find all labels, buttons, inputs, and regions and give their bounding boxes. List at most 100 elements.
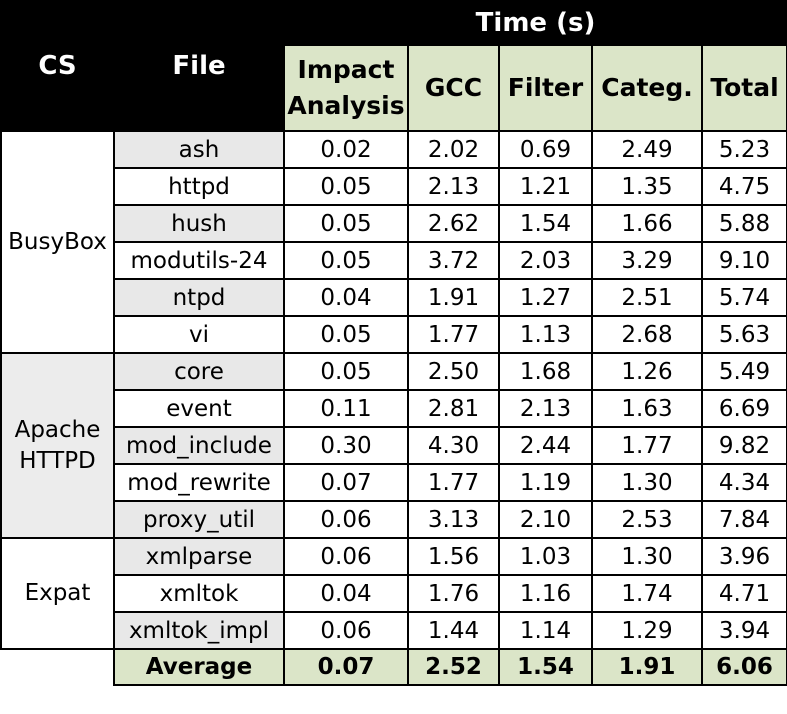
impact-cell: 0.11 [283, 389, 409, 428]
cs-group-name-line: BusyBox [8, 228, 107, 255]
total-cell: 3.96 [700, 537, 787, 576]
timing-table: CS File Time (s) Impact Analysis GCC Fil… [0, 0, 787, 686]
filter-cell: 2.13 [498, 389, 593, 428]
gcc-cell: 1.77 [407, 463, 500, 502]
impact-cell: 0.04 [283, 278, 409, 317]
filter-cell: 2.10 [498, 500, 593, 539]
file-name-cell: hush [113, 204, 285, 243]
file-name-cell: xmltok [113, 574, 285, 613]
table-row: modutils-24 0.05 3.72 2.03 3.29 9.10 [1, 241, 787, 280]
header-time: Time (s) [282, 0, 787, 46]
table-row: ntpd 0.04 1.91 1.27 2.51 5.74 [1, 278, 787, 317]
total-cell: 4.75 [700, 167, 787, 206]
header-gcc: GCC [407, 44, 500, 132]
categ-cell: 1.30 [591, 463, 703, 502]
header-categ: Categ. [591, 44, 703, 132]
filter-cell: 1.03 [498, 537, 593, 576]
filter-cell: 1.14 [498, 611, 593, 650]
categ-cell: 1.74 [591, 574, 703, 613]
filter-cell: 1.68 [498, 352, 593, 391]
file-name-cell: ntpd [113, 278, 285, 317]
table-row: proxy_util 0.06 3.13 2.10 2.53 7.84 [1, 500, 787, 539]
total-cell: 5.88 [700, 204, 787, 243]
gcc-cell: 2.62 [407, 204, 500, 243]
total-cell: 3.94 [700, 611, 787, 650]
categ-cell: 2.51 [591, 278, 703, 317]
total-cell: 5.23 [700, 130, 787, 169]
gcc-cell: 3.13 [407, 500, 500, 539]
impact-cell: 0.02 [283, 130, 409, 169]
total-cell: 6.69 [700, 389, 787, 428]
filter-cell: 1.27 [498, 278, 593, 317]
total-cell: 5.74 [700, 278, 787, 317]
cs-group-name: Expat [0, 537, 115, 650]
header-impact-line2: Analysis [287, 91, 405, 120]
table-row: Expat xmlparse 0.06 1.56 1.03 1.30 3.96 [0, 537, 787, 650]
table-row: mod_include 0.30 4.30 2.44 1.77 9.82 [1, 426, 787, 465]
header-file: File [113, 0, 285, 132]
gcc-cell: 1.91 [407, 278, 500, 317]
categ-cell: 1.29 [591, 611, 703, 650]
file-name-cell: xmltok_impl [113, 611, 285, 650]
categ-cell: 2.49 [591, 130, 703, 169]
categ-cell: 1.35 [591, 167, 703, 206]
impact-cell: 0.06 [283, 537, 409, 576]
filter-cell: 1.21 [498, 167, 593, 206]
categ-cell: 1.30 [591, 537, 703, 576]
header-impact-line1: Impact [297, 55, 395, 84]
total-cell: 9.10 [700, 241, 787, 280]
header-total: Total [700, 44, 787, 132]
file-name-cell: vi [113, 315, 285, 354]
gcc-cell: 2.02 [407, 130, 500, 169]
gcc-cell: 4.30 [407, 426, 500, 465]
impact-cell: 0.06 [283, 611, 409, 650]
average-categ: 1.91 [591, 648, 703, 686]
impact-cell: 0.06 [283, 500, 409, 539]
table-row: hush 0.05 2.62 1.54 1.66 5.88 [1, 204, 787, 243]
impact-cell: 0.05 [283, 315, 409, 354]
table-row: event 0.11 2.81 2.13 1.63 6.69 [1, 389, 787, 428]
table-body: BusyBox ash 0.02 2.02 0.69 2.49 5.23 httpd 0.05 2… [0, 130, 787, 650]
gcc-cell: 1.76 [407, 574, 500, 613]
file-name-cell: xmlparse [113, 537, 285, 576]
gcc-cell: 1.44 [407, 611, 500, 650]
total-cell: 4.71 [700, 574, 787, 613]
table-row: vi 0.05 1.77 1.13 2.68 5.63 [1, 315, 787, 354]
impact-cell: 0.30 [283, 426, 409, 465]
header-filter: Filter [498, 44, 593, 132]
average-total: 6.06 [700, 648, 787, 686]
categ-cell: 1.77 [591, 426, 703, 465]
total-cell: 5.63 [700, 315, 787, 354]
cs-group-name-line: HTTPD [19, 447, 96, 474]
file-name-cell: mod_include [113, 426, 285, 465]
filter-cell: 1.13 [498, 315, 593, 354]
impact-cell: 0.05 [283, 352, 409, 391]
average-label: Average [113, 648, 285, 686]
average-gcc: 2.52 [407, 648, 500, 686]
filter-cell: 1.19 [498, 463, 593, 502]
categ-cell: 2.68 [591, 315, 703, 354]
total-cell: 4.34 [700, 463, 787, 502]
table-row: httpd 0.05 2.13 1.21 1.35 4.75 [1, 167, 787, 206]
cs-group-name-line: Expat [24, 580, 91, 606]
table-row: Apache HTTPD core 0.05 2.50 1.68 1.26 5.49 [0, 352, 787, 539]
impact-cell: 0.04 [283, 574, 409, 613]
categ-cell: 2.53 [591, 500, 703, 539]
impact-cell: 0.05 [283, 167, 409, 206]
total-cell: 5.49 [700, 352, 787, 391]
file-name-cell: modutils-24 [113, 241, 285, 280]
categ-cell: 1.63 [591, 389, 703, 428]
file-name-cell: proxy_util [113, 500, 285, 539]
gcc-cell: 1.77 [407, 315, 500, 354]
table-row: BusyBox ash 0.02 2.02 0.69 2.49 5.23 [0, 130, 787, 354]
filter-cell: 1.16 [498, 574, 593, 613]
file-name-cell: core [113, 352, 285, 391]
file-name-cell: event [113, 389, 285, 428]
categ-cell: 1.26 [591, 352, 703, 391]
gcc-cell: 3.72 [407, 241, 500, 280]
gcc-cell: 2.13 [407, 167, 500, 206]
table-row: xmltok_impl 0.06 1.44 1.14 1.29 3.94 [1, 611, 787, 650]
filter-cell: 2.03 [498, 241, 593, 280]
file-name-cell: ash [113, 130, 285, 169]
file-name-cell: httpd [113, 167, 285, 206]
